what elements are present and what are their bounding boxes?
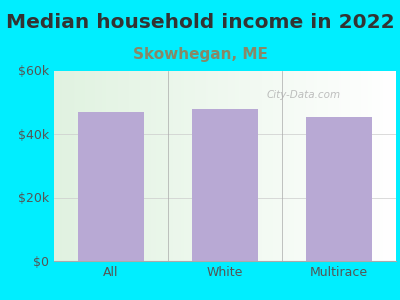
Bar — [78, 112, 144, 261]
Text: City-Data.com: City-Data.com — [266, 90, 341, 100]
Text: Median household income in 2022: Median household income in 2022 — [6, 14, 394, 32]
Bar — [192, 109, 258, 261]
Text: Skowhegan, ME: Skowhegan, ME — [132, 46, 268, 62]
Bar — [306, 116, 372, 261]
